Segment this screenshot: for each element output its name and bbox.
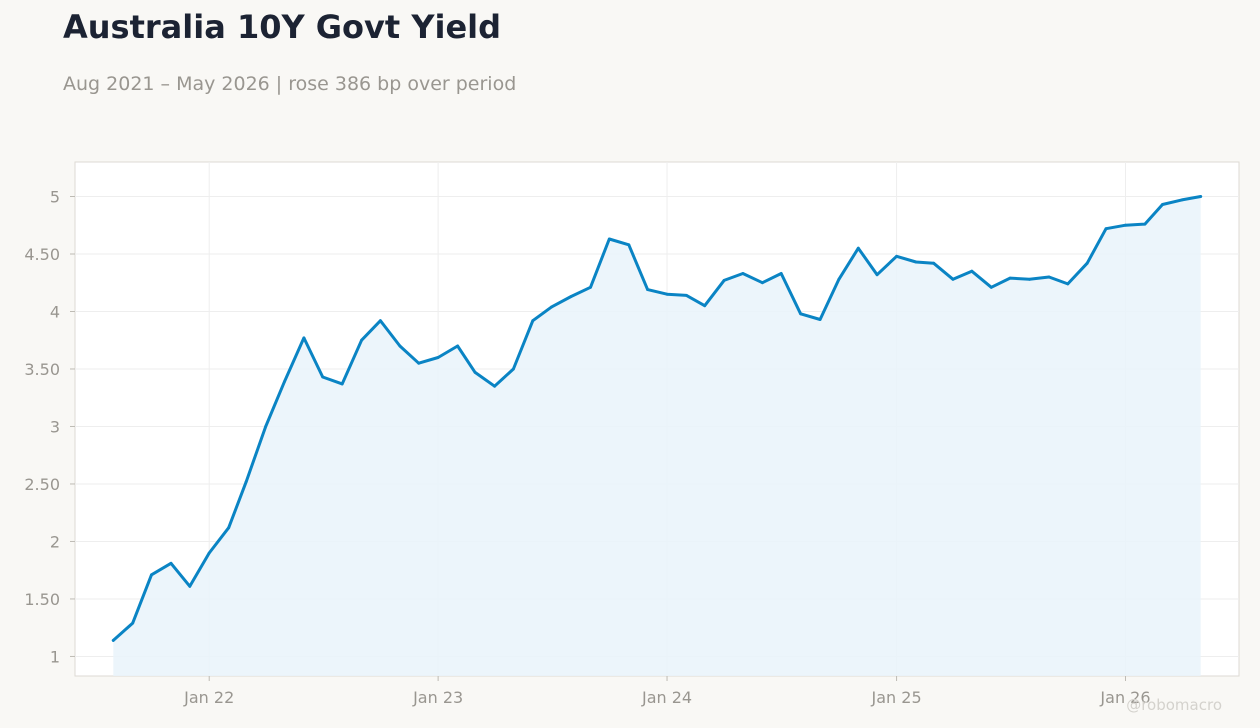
data-point — [875, 273, 879, 277]
data-point — [321, 375, 325, 379]
y-tick-label: 1.50 — [24, 590, 60, 609]
data-point — [493, 384, 496, 388]
data-point — [569, 295, 573, 298]
data-point — [951, 277, 955, 281]
x-tick-label: Jan 25 — [871, 688, 922, 707]
data-point — [589, 285, 592, 289]
data-point — [1047, 275, 1051, 279]
y-tick-label: 1 — [50, 647, 60, 666]
data-point — [914, 260, 918, 264]
x-tick-label: Jan 26 — [1099, 688, 1150, 707]
x-tick-label: Jan 22 — [183, 688, 234, 707]
y-tick-label: 2 — [50, 532, 60, 551]
watermark: @robomacro — [1126, 696, 1222, 714]
data-point — [895, 254, 898, 258]
y-tick-label: 3 — [50, 417, 60, 436]
data-point — [340, 382, 344, 386]
data-point — [302, 336, 306, 340]
data-point — [703, 304, 707, 308]
y-tick-label: 4 — [50, 302, 60, 321]
data-point — [169, 561, 173, 565]
data-point — [1104, 227, 1108, 231]
data-point — [646, 288, 649, 291]
y-tick-label: 4.50 — [24, 245, 60, 264]
data-point — [799, 312, 802, 316]
data-point — [379, 319, 382, 323]
data-point — [1066, 282, 1070, 286]
data-point — [512, 367, 515, 371]
data-point — [1199, 195, 1203, 198]
data-point — [607, 237, 611, 241]
data-point — [665, 292, 669, 296]
data-point — [398, 344, 402, 348]
y-tick-label: 5 — [50, 187, 60, 206]
data-point — [111, 639, 115, 642]
chart-subtitle: Aug 2021 – May 2026 | rose 386 bp over p… — [63, 73, 517, 95]
x-tick-label: Jan 24 — [641, 688, 692, 707]
data-point — [227, 526, 231, 530]
data-point — [417, 361, 421, 365]
data-point — [1028, 277, 1031, 281]
data-point — [761, 281, 764, 285]
x-axis: Jan 22 Jan 23 Jan 24 Jan 25 Jan 26 — [183, 676, 1151, 707]
data-point — [531, 319, 535, 323]
data-point — [741, 272, 745, 275]
data-point — [283, 380, 286, 383]
data-point — [970, 269, 974, 273]
data-point — [627, 243, 631, 247]
data-point — [1180, 198, 1184, 202]
data-point — [264, 425, 268, 428]
data-point — [456, 344, 459, 348]
data-point — [131, 621, 135, 625]
y-axis: 1 1.50 2 2.50 3 3.50 4 4.50 5 — [24, 187, 75, 666]
data-point — [244, 480, 248, 484]
series-group — [111, 195, 1203, 676]
data-point — [932, 261, 935, 265]
series-area — [113, 196, 1201, 676]
series-line — [111, 195, 1203, 642]
data-point — [989, 285, 993, 289]
chart-title: Australia 10Y Govt Yield — [63, 8, 502, 46]
data-point — [150, 573, 153, 577]
data-point — [1143, 222, 1147, 226]
data-point — [188, 584, 192, 588]
data-point — [818, 318, 822, 321]
y-tick-label: 2.50 — [24, 475, 60, 494]
data-point — [473, 371, 477, 374]
data-point — [685, 294, 688, 297]
y-tick-label: 3.50 — [24, 360, 60, 379]
x-tick-label: Jan 23 — [412, 688, 463, 707]
data-point — [1161, 203, 1164, 206]
data-point — [550, 305, 553, 309]
data-point — [1085, 261, 1089, 265]
data-point — [837, 277, 841, 281]
data-point — [856, 246, 860, 250]
data-point — [207, 551, 211, 555]
data-point — [1008, 276, 1012, 280]
data-point — [1124, 223, 1127, 227]
data-point — [360, 338, 363, 342]
data-point — [436, 356, 440, 359]
data-point — [779, 272, 783, 275]
data-point — [722, 279, 726, 282]
